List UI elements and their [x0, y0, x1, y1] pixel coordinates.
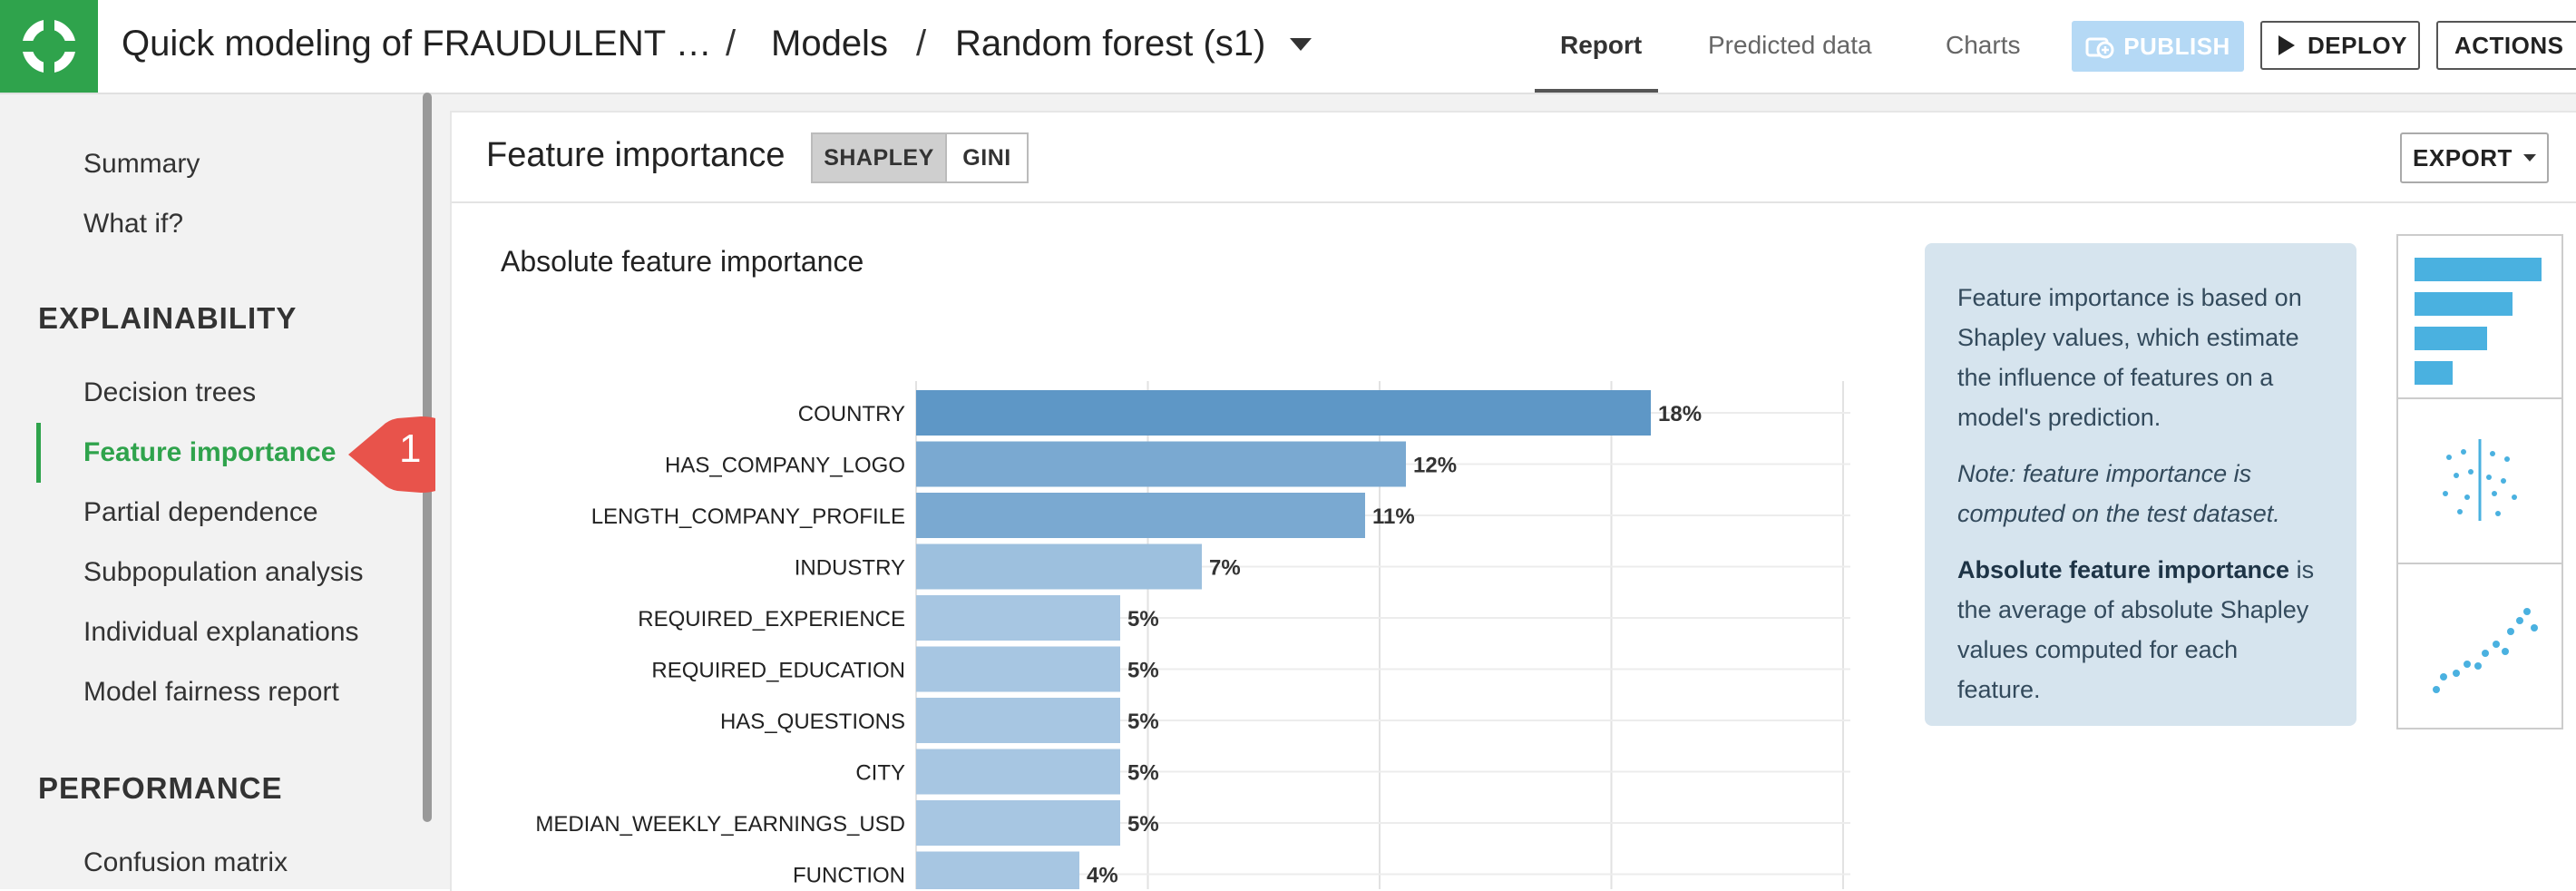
chart-bar[interactable] — [916, 493, 1365, 538]
chart-category-label: REQUIRED_EXPERIENCE — [638, 607, 905, 632]
breadcrumb-project[interactable]: Quick modeling of FRAUDULENT … — [122, 24, 712, 64]
info-definition: Absolute feature importance is the avera… — [1957, 550, 2324, 710]
callout-number: 1 — [399, 426, 422, 471]
chart-bar[interactable] — [916, 390, 1651, 436]
app-logo[interactable] — [0, 0, 98, 93]
active-item-indicator — [36, 423, 41, 483]
chart-category-label: LENGTH_COMPANY_PROFILE — [591, 504, 905, 529]
chart-category-label: COUNTRY — [798, 402, 905, 426]
chart-category-label: HAS_QUESTIONS — [720, 710, 905, 734]
publish-icon — [2085, 37, 2114, 59]
chart-bar[interactable] — [916, 800, 1120, 846]
breadcrumb-separator: / — [726, 24, 737, 64]
tab-report[interactable]: Report — [1560, 31, 1643, 59]
sidebar-item-subpopulation-analysis[interactable]: Subpopulation analysis — [83, 557, 364, 587]
thumbnail-divider — [2398, 563, 2561, 564]
chart-bar[interactable] — [916, 441, 1406, 487]
sidebar-item-confusion-matrix[interactable]: Confusion matrix — [83, 847, 288, 877]
info-box: Feature importance is based on Shapley v… — [1925, 243, 2356, 726]
chart-value-label: 4% — [1087, 864, 1118, 888]
toggle-shapley[interactable]: SHAPLEY — [811, 132, 947, 183]
info-definition-text: is the average of absolute Shapley value… — [1957, 556, 2315, 703]
tab-charts[interactable]: Charts — [1946, 31, 2021, 59]
chart-category-label: CITY — [855, 761, 905, 786]
chart-value-label: 5% — [1127, 659, 1159, 683]
chart-bar[interactable] — [916, 543, 1202, 590]
chart-category-label: REQUIRED_EDUCATION — [651, 659, 905, 683]
chart-title: Absolute feature importance — [501, 245, 864, 278]
breadcrumb-separator: / — [916, 24, 927, 64]
export-button[interactable]: EXPORT — [2400, 132, 2549, 183]
beeswarm-thumbnail-icon[interactable] — [2398, 399, 2561, 561]
info-definition-term: Absolute feature importance — [1957, 556, 2290, 583]
sidebar-item-feature-importance[interactable]: Feature importance — [83, 437, 337, 467]
logo-icon — [21, 18, 77, 74]
chart-value-label: 5% — [1127, 812, 1159, 837]
sidebar-item-partial-dependence[interactable]: Partial dependence — [83, 497, 318, 527]
active-tab-underline — [1535, 89, 1658, 93]
sidebar-item-individual-explanations[interactable]: Individual explanations — [83, 617, 359, 647]
sidebar — [0, 94, 435, 889]
sidebar-item-decision-trees[interactable]: Decision trees — [83, 377, 257, 407]
scatter-thumbnail-icon[interactable] — [2398, 564, 2561, 726]
chart-bar[interactable] — [916, 595, 1120, 641]
export-label: EXPORT — [2413, 143, 2513, 171]
info-text: Feature importance is based on Shapley v… — [1957, 284, 2302, 431]
chart-category-label: MEDIAN_WEEKLY_EARNINGS_USD — [535, 812, 905, 837]
panel-divider — [452, 201, 2576, 203]
thumbnail-divider — [2398, 397, 2561, 399]
sidebar-item-summary[interactable]: Summary — [83, 149, 200, 179]
tab-predicted-data[interactable]: Predicted data — [1708, 31, 1872, 59]
feature-importance-chart: COUNTRY 18% HAS_COMPANY_LOGO 12% LENGTH_COMP… — [535, 381, 1850, 890]
chart-value-label: 5% — [1127, 607, 1159, 632]
breadcrumb-model[interactable]: Random forest (s1) — [955, 24, 1266, 64]
top-header: Quick modeling of FRAUDULENT … / Models … — [0, 0, 2576, 94]
chart-value-label: 5% — [1127, 761, 1159, 786]
chevron-down-icon[interactable] — [1290, 38, 1312, 51]
chart-bar[interactable] — [916, 749, 1120, 795]
chart-bar[interactable] — [916, 851, 1079, 890]
bar-chart-thumbnail-icon[interactable] — [2398, 236, 2561, 397]
deploy-label: DEPLOY — [2308, 31, 2407, 59]
chart-value-label: 18% — [1658, 402, 1702, 426]
chart-category-label: INDUSTRY — [795, 556, 905, 581]
callout-marker — [348, 416, 459, 493]
play-icon — [2278, 35, 2295, 55]
chart-bar[interactable] — [916, 698, 1120, 743]
breadcrumb-models[interactable]: Models — [771, 24, 888, 64]
sidebar-section-performance: PERFORMANCE — [38, 771, 283, 805]
chart-value-label: 5% — [1127, 710, 1159, 734]
deploy-button[interactable]: DEPLOY — [2260, 21, 2420, 70]
actions-label: ACTIONS — [2454, 31, 2564, 59]
info-note: Note: feature importance is computed on … — [1957, 460, 2280, 527]
page-title: Feature importance — [486, 136, 785, 174]
chart-category-label: FUNCTION — [793, 864, 905, 888]
chart-value-label: 12% — [1413, 454, 1457, 478]
publish-button[interactable]: PUBLISH — [2072, 21, 2244, 72]
chart-bar[interactable] — [916, 646, 1120, 692]
actions-button[interactable]: ACTIONS — [2436, 21, 2576, 70]
chart-category-label: HAS_COMPANY_LOGO — [665, 454, 905, 478]
chevron-down-icon — [2522, 154, 2536, 162]
chart-value-label: 11% — [1372, 504, 1415, 529]
sidebar-item-model-fairness-report[interactable]: Model fairness report — [83, 677, 339, 707]
toggle-gini[interactable]: GINI — [947, 132, 1029, 183]
chart-value-label: 7% — [1209, 556, 1241, 581]
sidebar-section-explainability: EXPLAINABILITY — [38, 301, 298, 335]
sidebar-item-what-if[interactable]: What if? — [83, 209, 184, 239]
publish-label: PUBLISH — [2123, 32, 2230, 60]
